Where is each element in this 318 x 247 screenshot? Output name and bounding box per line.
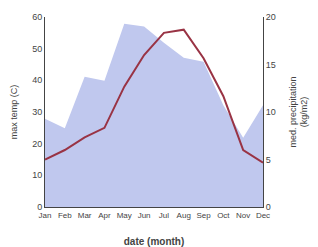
svg-text:Sep: Sep [196, 211, 211, 220]
svg-text:Feb: Feb [58, 211, 72, 220]
svg-text:40: 40 [32, 75, 42, 85]
svg-text:May: May [117, 211, 132, 220]
svg-text:15: 15 [266, 60, 276, 70]
svg-text:Apr: Apr [98, 211, 111, 220]
svg-text:10: 10 [32, 170, 42, 180]
svg-text:0: 0 [37, 202, 42, 212]
svg-text:5: 5 [266, 155, 271, 165]
svg-text:0: 0 [266, 202, 271, 212]
svg-text:60: 60 [32, 12, 42, 22]
svg-text:20: 20 [32, 139, 42, 149]
svg-text:Oct: Oct [217, 211, 230, 220]
svg-text:Nov: Nov [236, 211, 250, 220]
svg-text:30: 30 [32, 107, 42, 117]
svg-text:Jun: Jun [138, 211, 151, 220]
svg-text:20: 20 [266, 12, 276, 22]
svg-text:50: 50 [32, 44, 42, 54]
svg-text:Aug: Aug [177, 211, 191, 220]
svg-text:max temp (C): max temp (C) [9, 85, 19, 140]
svg-text:med. precipitation(kg/m2): med. precipitation(kg/m2) [288, 76, 310, 147]
svg-text:date (month): date (month) [124, 236, 185, 247]
svg-text:Mar: Mar [78, 211, 92, 220]
svg-text:Jan: Jan [39, 211, 52, 220]
svg-text:Jul: Jul [159, 211, 169, 220]
svg-text:10: 10 [266, 107, 276, 117]
svg-text:Dec: Dec [256, 211, 270, 220]
